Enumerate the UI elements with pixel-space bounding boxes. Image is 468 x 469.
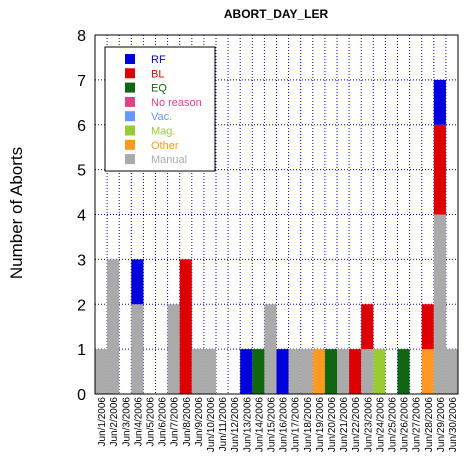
legend-swatch-no-reason xyxy=(125,96,135,107)
legend: RF BL EQ No reason Vac. Mag. Other Manual xyxy=(104,46,216,172)
legend-swatch-rf xyxy=(125,54,135,64)
y-tick-label: 6 xyxy=(77,118,86,135)
x-tick-label: Jun/8/2006 xyxy=(182,397,193,447)
x-tick-label: Jun/19/2006 xyxy=(315,397,326,452)
bar-segment-rf xyxy=(433,79,446,125)
y-tick-label: 5 xyxy=(77,163,86,180)
x-tick-label: Jun/13/2006 xyxy=(242,397,253,452)
y-tick-label: 3 xyxy=(77,252,86,269)
y-tick-label: 4 xyxy=(77,208,86,225)
chart-title: ABORT_DAY_LER xyxy=(224,7,329,21)
x-tick-label: Jun/10/2006 xyxy=(206,397,217,452)
bar-segment-manual xyxy=(288,349,301,394)
bar-segment-bl xyxy=(179,259,192,394)
x-tick-label: Jun/14/2006 xyxy=(254,397,265,452)
y-tick-label: 8 xyxy=(77,28,86,45)
bar-segment-manual xyxy=(191,349,204,394)
x-tick-label: Jun/4/2006 xyxy=(133,397,144,447)
bar-segment-eq xyxy=(252,349,265,394)
bar-segment-manual xyxy=(361,349,374,394)
plot-frame xyxy=(94,34,459,395)
x-tick-label: Jun/21/2006 xyxy=(339,397,350,452)
bar-segment-manual xyxy=(337,349,350,394)
x-tick-label: Jun/1/2006 xyxy=(97,397,108,447)
bar-segment-bl xyxy=(433,124,446,215)
y-axis-label: Number of Aborts xyxy=(7,147,26,279)
x-tick-label: Jun/23/2006 xyxy=(363,397,374,452)
bar-segment-manual xyxy=(107,259,120,394)
bar-segment-manual xyxy=(300,349,313,394)
x-tick-label: Jun/7/2006 xyxy=(170,397,181,447)
x-tick-label: Jun/22/2006 xyxy=(351,397,362,452)
legend-box xyxy=(104,46,216,172)
x-tick-label: Jun/2/2006 xyxy=(109,397,120,447)
legend-label-mag: Mag. xyxy=(151,126,175,138)
legend-swatch-bl xyxy=(125,68,135,79)
y-tick-label: 1 xyxy=(77,342,86,359)
bar-segment-manual xyxy=(203,349,216,394)
x-tick-label: Jun/5/2006 xyxy=(145,397,156,447)
x-tick-label: Jun/3/2006 xyxy=(121,397,132,447)
legend-label-manual: Manual xyxy=(151,154,187,166)
bar-segment-manual xyxy=(131,304,144,394)
bar-segment-manual xyxy=(167,304,180,394)
legend-swatch-vac xyxy=(125,111,135,122)
x-tick-label: Jun/29/2006 xyxy=(436,397,447,452)
bar-segment-mag xyxy=(373,349,386,394)
bar-segment-rf xyxy=(240,349,253,394)
x-tick-label: Jun/17/2006 xyxy=(291,397,302,452)
bar-segment-other xyxy=(312,349,325,394)
y-tick-label: 7 xyxy=(77,73,86,90)
x-tick-label: Jun/20/2006 xyxy=(327,397,338,452)
legend-swatch-mag xyxy=(125,125,135,136)
x-tick-label: Jun/24/2006 xyxy=(375,397,386,452)
legend-label-vac: Vac. xyxy=(151,111,172,123)
bar-segment-manual xyxy=(445,349,458,394)
bar-segment-bl xyxy=(361,304,374,350)
legend-swatch-manual xyxy=(125,154,135,165)
legend-label-eq: EQ xyxy=(151,83,167,95)
x-tick-label: Jun/6/2006 xyxy=(158,397,169,447)
x-tick-label: Jun/11/2006 xyxy=(218,397,229,452)
bar-segment-rf xyxy=(276,349,289,394)
y-tick-label: 2 xyxy=(77,297,86,314)
bars xyxy=(95,79,458,394)
bar-segment-bl xyxy=(349,349,362,394)
legend-label-no-reason: No reason xyxy=(151,97,202,109)
bar-segment-manual xyxy=(433,214,446,394)
x-tick-label: Jun/12/2006 xyxy=(230,397,241,452)
legend-label-rf: RF xyxy=(151,54,166,66)
y-tick-label: 0 xyxy=(77,387,86,404)
legend-swatch-other xyxy=(125,139,135,150)
x-tick-label: Jun/28/2006 xyxy=(424,397,435,452)
x-tick-label: Jun/18/2006 xyxy=(303,397,314,452)
y-axis-ticks: 0 1 2 3 4 5 6 7 8 xyxy=(77,28,86,404)
x-tick-label: Jun/16/2006 xyxy=(279,397,290,452)
x-tick-label: Jun/26/2006 xyxy=(400,397,411,452)
bar-segment-eq xyxy=(324,349,337,394)
legend-swatch-eq xyxy=(125,82,135,93)
x-tick-label: Jun/25/2006 xyxy=(387,397,398,452)
x-tick-label: Jun/27/2006 xyxy=(412,397,423,452)
legend-label-other: Other xyxy=(151,140,179,152)
bar-segment-manual xyxy=(264,304,277,394)
legend-label-bl: BL xyxy=(151,68,164,80)
bar-segment-manual xyxy=(95,349,108,394)
bar-segment-rf xyxy=(131,259,144,305)
x-tick-label: Jun/15/2006 xyxy=(266,397,277,452)
x-tick-label: Jun/30/2006 xyxy=(448,397,459,452)
x-axis-ticks: Jun/1/2006 Jun/2/2006 Jun/3/2006 Jun/4/2006… xyxy=(97,397,459,452)
bar-segment-other xyxy=(421,349,434,394)
bar-segment-bl xyxy=(421,304,434,350)
bar-segment-eq xyxy=(397,349,410,394)
x-tick-label: Jun/9/2006 xyxy=(194,397,205,447)
